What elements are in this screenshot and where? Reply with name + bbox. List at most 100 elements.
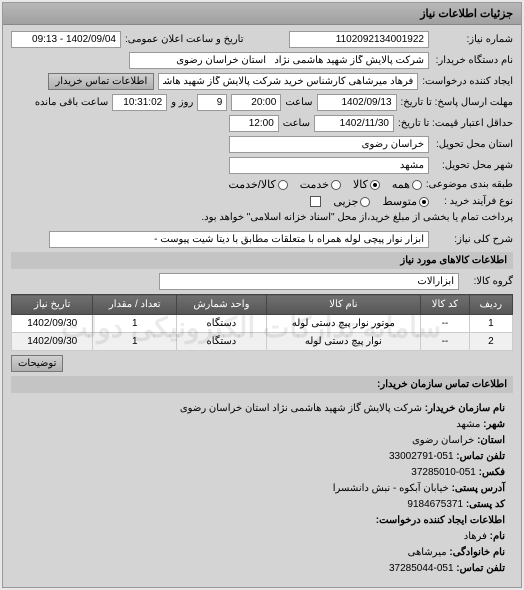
time-remain-label: ساعت باقی مانده (35, 97, 108, 108)
goods-group-label: گروه کالا: (463, 276, 513, 287)
delivery-city-input[interactable] (229, 157, 429, 174)
need-no-label: شماره نیاز: (433, 34, 513, 45)
radio-all-label: همه (392, 178, 410, 191)
table-row[interactable]: 2--نوار پیچ دستی لولهدستگاه11402/09/30 (12, 333, 513, 351)
row-desc: شرح کلی نیاز: (11, 231, 513, 248)
radio-goodservice-label: کالا/خدمت (229, 178, 276, 191)
contact-fax-value: 051-37285010 (411, 467, 476, 478)
contact-zip-value: 9184675371 (407, 499, 463, 510)
contact-org-label: نام سازمان خریدار: (425, 403, 505, 414)
validity-label: حداقل اعتبار قیمت: تا تاریخ: (398, 118, 513, 129)
group-label: طبقه بندی موضوعی: (426, 179, 513, 190)
contact-block: نام سازمان خریدار: شرکت پالایش گاز شهید … (11, 397, 513, 581)
creator-tel-label: تلفن تماس: (456, 563, 505, 574)
table-cell: 1402/09/30 (12, 315, 93, 333)
validity-date-input[interactable] (314, 115, 394, 132)
contact-prov-value: خراسان رضوی (412, 435, 474, 446)
creator-family-label: نام خانوادگی: (449, 547, 505, 558)
details-panel: جزئیات اطلاعات نیاز شماره نیاز: تاریخ و … (2, 2, 522, 588)
radio-service[interactable]: خدمت (300, 178, 341, 191)
table-cell: 1 (93, 315, 177, 333)
goods-section-title: اطلاعات کالاهای مورد نیاز (11, 252, 513, 269)
row-buyer-org: نام دستگاه خریدار: (11, 52, 513, 69)
table-header: تاریخ نیاز (12, 295, 93, 315)
treasury-checkbox[interactable] (310, 196, 321, 207)
table-cell: -- (421, 315, 470, 333)
row-delivery-city: شهر محل تحویل: (11, 157, 513, 174)
table-header: نام کالا (266, 295, 420, 315)
creator-name-label: نام: (490, 531, 505, 542)
contact-tel-value: 051-33002791 (389, 451, 454, 462)
radio-dot-icon (370, 180, 380, 190)
radio-dot-icon (419, 197, 429, 207)
contact-section-title: اطلاعات تماس سازمان خریدار: (11, 376, 513, 393)
radio-mid[interactable]: متوسط (382, 195, 429, 208)
contact-buyer-button[interactable]: اطلاعات تماس خریدار (48, 73, 154, 90)
radio-goods-label: کالا (353, 178, 368, 191)
validity-time-input[interactable] (229, 115, 279, 132)
need-no-input[interactable] (289, 31, 429, 48)
row-delivery-prov: استان محل تحویل: (11, 136, 513, 153)
table-wrap: ردیفکد کالانام کالاواحد شمارشتعداد / مقد… (11, 294, 513, 351)
creator-name-value: فرهاد (464, 531, 487, 542)
delivery-prov-label: استان محل تحویل: (433, 139, 513, 150)
radio-mid-label: متوسط (382, 195, 417, 208)
days-remain-input (197, 94, 227, 111)
table-cell: 1 (93, 333, 177, 351)
radio-goods[interactable]: کالا (353, 178, 380, 191)
radio-all[interactable]: همه (392, 178, 422, 191)
deadline-date-input[interactable] (317, 94, 397, 111)
table-header: تعداد / مقدار (93, 295, 177, 315)
deadline-time-input[interactable] (231, 94, 281, 111)
panel-body: شماره نیاز: تاریخ و ساعت اعلان عمومی: نا… (3, 25, 521, 587)
desc-input[interactable] (49, 231, 429, 248)
goods-group-input[interactable] (159, 273, 459, 290)
table-header: ردیف (469, 295, 512, 315)
days-remain-label: روز و (171, 97, 193, 108)
table-cell: موتور نوار پیچ دستی لوله (266, 315, 420, 333)
time-remain-input (112, 94, 167, 111)
delivery-prov-input[interactable] (229, 136, 429, 153)
contact-org-value: شرکت پالایش گاز شهید هاشمی نژاد استان خر… (180, 403, 422, 414)
row-deadline: مهلت ارسال پاسخ: تا تاریخ: ساعت روز و سا… (11, 94, 513, 111)
radio-dot-icon (360, 197, 370, 207)
creator-section-label: اطلاعات ایجاد کننده درخواست: (376, 515, 505, 526)
row-buy-type: نوع فرآیند خرید : متوسط جزیی پرداخت تمام… (11, 195, 513, 223)
buyer-org-label: نام دستگاه خریدار: (433, 55, 513, 66)
contact-city-label: شهر: (483, 419, 505, 430)
table-cell: 1402/09/30 (12, 333, 93, 351)
contact-addr-value: خیابان آبکوه - نبش دانشسرا (333, 483, 449, 494)
table-cell: 1 (469, 315, 512, 333)
table-row[interactable]: 1--موتور نوار پیچ دستی لولهدستگاه11402/0… (12, 315, 513, 333)
row-group: طبقه بندی موضوعی: همه کالا خدمت کالا/خدم… (11, 178, 513, 191)
radio-goodservice[interactable]: کالا/خدمت (229, 178, 288, 191)
contact-fax-label: فکس: (479, 467, 505, 478)
table-header: کد کالا (421, 295, 470, 315)
contact-tel-label: تلفن تماس: (456, 451, 505, 462)
radio-small-label: جزیی (333, 195, 358, 208)
comments-button[interactable]: توضیحات (11, 355, 63, 372)
row-need-no: شماره نیاز: تاریخ و ساعت اعلان عمومی: (11, 31, 513, 48)
deadline-label: مهلت ارسال پاسخ: تا تاریخ: (401, 97, 513, 108)
radio-service-label: خدمت (300, 178, 329, 191)
comments-row: توضیحات (11, 355, 513, 372)
radio-dot-icon (278, 180, 288, 190)
announce-label: تاریخ و ساعت اعلان عمومی: (125, 34, 244, 45)
table-cell: دستگاه (177, 333, 267, 351)
radio-dot-icon (331, 180, 341, 190)
time-label-2: ساعت (283, 118, 310, 129)
desc-label: شرح کلی نیاز: (433, 234, 513, 245)
contact-zip-label: کد پستی: (466, 499, 505, 510)
radio-small[interactable]: جزیی (333, 195, 370, 208)
contact-prov-label: استان: (477, 435, 505, 446)
requester-label: ایجاد کننده درخواست: (422, 76, 513, 87)
contact-city-value: مشهد (456, 419, 480, 430)
panel-title: جزئیات اطلاعات نیاز (3, 3, 521, 25)
table-cell: دستگاه (177, 315, 267, 333)
buyer-org-input[interactable] (129, 52, 429, 69)
delivery-city-label: شهر محل تحویل: (433, 160, 513, 171)
creator-tel-value: 051-37285044 (389, 563, 454, 574)
announce-input[interactable] (11, 31, 121, 48)
row-requester: ایجاد کننده درخواست: اطلاعات تماس خریدار (11, 73, 513, 90)
requester-input[interactable] (158, 73, 418, 90)
